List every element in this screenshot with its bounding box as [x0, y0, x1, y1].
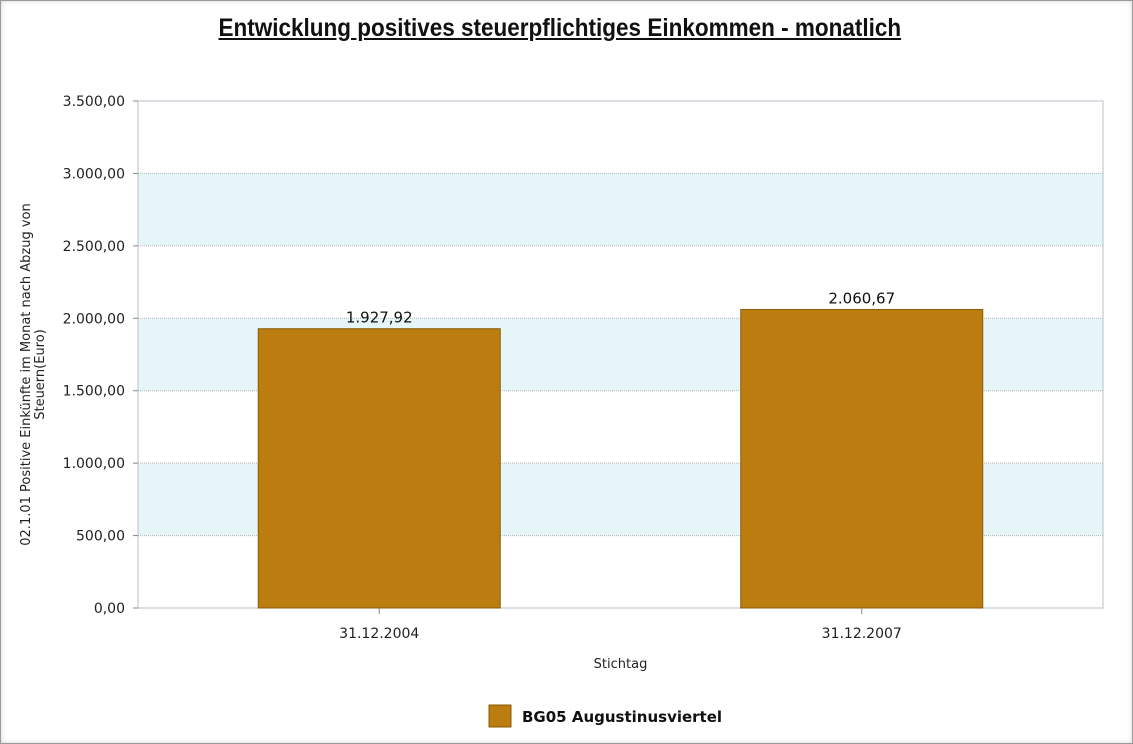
y-tick-label: 3.500,00	[63, 94, 125, 110]
y-tick-label: 500,00	[76, 529, 125, 545]
grid-band	[138, 173, 1103, 246]
plot-area	[137, 100, 1104, 609]
x-tick-label: 31.12.2007	[822, 626, 902, 642]
y-axis-label-line: Steuern(Euro)	[33, 329, 48, 420]
y-tick-label: 1.500,00	[63, 384, 125, 400]
bar	[740, 308, 984, 609]
legend-label: BG05 Augustinusviertel	[522, 708, 722, 726]
y-axis-label: 02.1.01 Positive Einkünfte im Monat nach…	[19, 203, 48, 545]
y-tick-label: 2.500,00	[63, 239, 125, 255]
y-tick-label: 3.000,00	[63, 166, 125, 182]
legend-swatch	[488, 704, 512, 728]
bar	[257, 328, 501, 609]
y-tick-label: 1.000,00	[63, 456, 125, 472]
y-tick-label: 2.000,00	[63, 311, 125, 327]
legend: BG05 Augustinusviertel	[488, 704, 722, 728]
chart-title: Entwicklung positives steuerpflichtiges …	[218, 14, 902, 42]
x-axis: 31.12.2004 31.12.2007	[339, 608, 902, 642]
y-axis: 0,00 500,00 1.000,00 1.500,00 2.000,00 2.500,…	[63, 94, 138, 617]
x-tick-label: 31.12.2004	[339, 626, 419, 642]
x-axis-label: Stichtag	[594, 657, 648, 672]
y-tick-label: 0,00	[94, 601, 125, 617]
data-label: 1.927,92	[346, 309, 413, 327]
y-axis-label-line: 02.1.01 Positive Einkünfte im Monat nach…	[19, 203, 34, 545]
data-label: 2.060,67	[828, 289, 895, 307]
